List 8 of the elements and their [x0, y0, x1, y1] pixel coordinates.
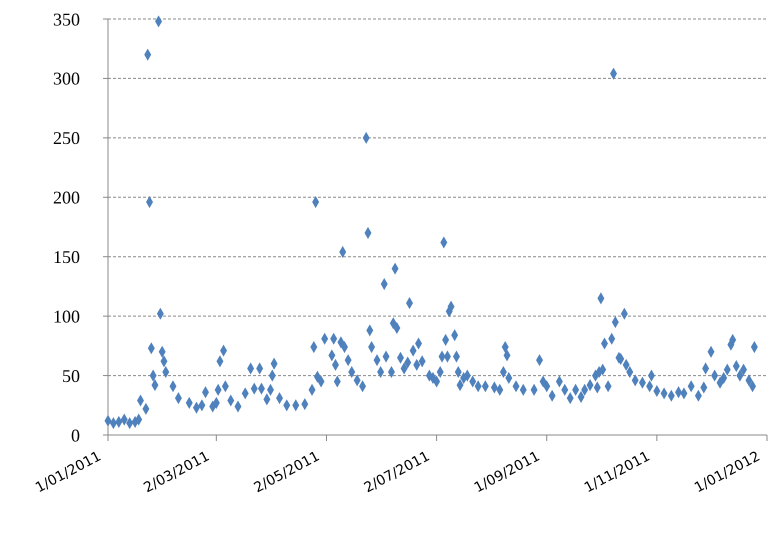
y-tick-label: 200 [53, 188, 80, 208]
y-tick-label: 50 [62, 366, 80, 386]
y-tick-label: 0 [71, 425, 80, 446]
y-tick-label: 100 [53, 306, 80, 326]
y-tick-label: 300 [53, 68, 80, 89]
y-tick-label: 250 [53, 128, 80, 148]
y-tick-label: 150 [53, 247, 80, 268]
y-tick-label: 350 [53, 9, 80, 30]
